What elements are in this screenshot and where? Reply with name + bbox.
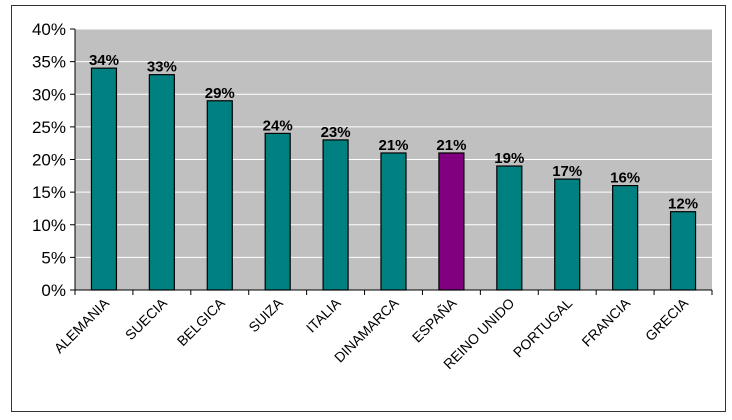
bar-suiza — [264, 132, 291, 291]
bar-dinamarca — [380, 152, 407, 291]
x-tick-label: FRANCIA — [578, 294, 633, 349]
bar-alemania — [90, 67, 118, 291]
y-tick-label: 10% — [32, 216, 66, 235]
data-label: 12% — [668, 196, 698, 213]
data-label: 16% — [610, 170, 640, 187]
y-tick-label: 0% — [41, 281, 66, 300]
y-tick-label: 5% — [41, 248, 66, 267]
y-tick-label: 20% — [32, 151, 66, 170]
bar-suecia — [148, 74, 175, 291]
y-tick-label: 15% — [32, 183, 66, 202]
x-tick-label: ESPAÑA — [409, 294, 460, 345]
chart-frame — [11, 5, 726, 412]
y-tick-label: 25% — [32, 118, 66, 137]
x-tick-label: ITALIA — [303, 294, 344, 335]
x-tick-label: SUECIA — [122, 294, 171, 343]
data-label: 17% — [552, 163, 582, 180]
data-label: 23% — [321, 124, 351, 141]
bar-belgica — [206, 100, 233, 291]
x-tick-label: PORTUGAL — [510, 295, 576, 361]
x-tick-label: ALEMANIA — [51, 294, 113, 356]
x-tick-label: BELGICA — [174, 294, 229, 349]
bar-italia — [322, 139, 349, 291]
data-label: 33% — [147, 59, 177, 76]
bar-grecia — [669, 211, 697, 291]
bar-portugal — [554, 178, 581, 291]
data-label: 19% — [494, 150, 524, 167]
data-label: 34% — [89, 52, 119, 69]
bar-francia — [612, 185, 639, 291]
data-label: 24% — [263, 117, 293, 134]
data-label: 21% — [378, 137, 408, 154]
x-tick-label: GRECIA — [642, 294, 692, 344]
y-tick-label: 35% — [32, 53, 66, 72]
data-label: 21% — [436, 137, 466, 154]
y-tick-label: 40% — [32, 20, 66, 39]
x-tick-label: SUIZA — [245, 294, 286, 335]
y-tick-label: 30% — [32, 85, 66, 104]
bar-españa — [438, 152, 465, 291]
bar-reino-unido — [496, 165, 523, 291]
data-label: 29% — [205, 85, 235, 102]
